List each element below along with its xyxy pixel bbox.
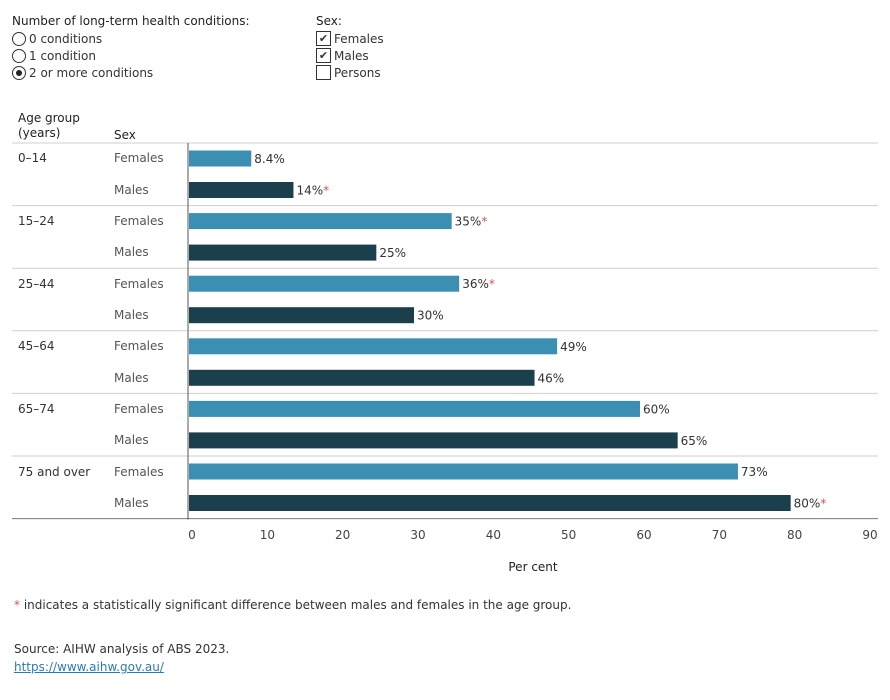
bar-females [189, 400, 640, 417]
condition-option-label: 2 or more conditions [29, 65, 154, 80]
bar-males [189, 432, 678, 449]
footnote-text: indicates a statistically significant di… [20, 598, 572, 612]
radio-selected-icon[interactable] [12, 65, 26, 80]
value-label: 65% [681, 434, 708, 448]
sex-option-label: Persons [334, 65, 381, 80]
age-group-label: 25–44 [18, 277, 55, 291]
significance-star: * [14, 598, 20, 612]
bar-females [189, 463, 738, 480]
radio-icon[interactable] [12, 31, 26, 46]
value-label: 25% [379, 246, 406, 260]
bar-females [189, 338, 558, 355]
significance-star: * [489, 277, 495, 291]
value-label: 80%* [794, 497, 827, 511]
sex-row-label: Males [114, 496, 149, 510]
value-label: 35%* [455, 215, 488, 229]
sex-row-label: Females [114, 402, 164, 416]
sex-row-label: Females [114, 465, 164, 479]
age-group-label: 45–64 [18, 339, 55, 353]
x-tick-label: 50 [561, 528, 576, 542]
condition-option-0[interactable]: 0 conditions [12, 30, 102, 47]
significance-star: * [481, 215, 487, 229]
value-label: 60% [643, 402, 670, 416]
significance-star: * [323, 184, 329, 198]
sex-row-label: Females [114, 339, 164, 353]
bar-females [189, 150, 252, 167]
value-label: 46% [538, 371, 565, 385]
age-group-label: 65–74 [18, 402, 55, 416]
significance-star: * [820, 497, 826, 511]
sex-row-label: Males [114, 433, 149, 447]
value-label: 36%* [462, 277, 495, 291]
sex-row-label: Males [114, 371, 149, 385]
bar-females [189, 213, 452, 230]
x-tick-label: 60 [636, 528, 651, 542]
x-tick-label: 70 [712, 528, 727, 542]
source-link[interactable]: https://www.aihw.gov.au/ [14, 660, 164, 674]
value-label: 8.4% [254, 152, 285, 166]
condition-option-label: 0 conditions [29, 31, 103, 46]
sex-option-males[interactable]: ✔ Males [316, 47, 369, 64]
x-tick-label: 30 [410, 528, 425, 542]
source-text: Source: AIHW analysis of ABS 2023. [14, 642, 230, 656]
x-tick-label: 90 [862, 528, 877, 542]
sex-option-females[interactable]: ✔ Females [316, 30, 384, 47]
age-group-header: Age group (years) [18, 111, 80, 141]
checkbox-unchecked-icon[interactable] [316, 65, 331, 80]
age-group-label: 0–14 [18, 151, 47, 165]
sex-row-label: Males [114, 183, 149, 197]
bar-males [189, 182, 294, 198]
bar-males [189, 307, 414, 324]
age-group-header-line2: (years) [18, 126, 61, 140]
condition-option-label: 1 condition [29, 48, 96, 63]
sex-filter-title: Sex: [316, 14, 342, 28]
sex-row-label: Females [114, 214, 164, 228]
value-label: 30% [417, 309, 444, 323]
value-label: 73% [741, 465, 768, 479]
x-axis-label: Per cent [508, 560, 558, 574]
x-tick-label: 10 [260, 528, 275, 542]
age-group-label: 75 and over [18, 465, 91, 479]
checkbox-checked-icon[interactable]: ✔ [316, 48, 331, 63]
x-tick-label: 40 [486, 528, 501, 542]
age-group-label: 15–24 [18, 214, 55, 228]
value-label: 49% [560, 340, 587, 354]
sex-option-label: Females [334, 31, 384, 46]
condition-option-2[interactable]: 2 or more conditions [12, 64, 153, 81]
conditions-filter-title: Number of long-term health conditions: [12, 14, 250, 28]
x-tick-label: 20 [335, 528, 350, 542]
sex-header: Sex [114, 128, 136, 142]
footnote: * indicates a statistically significant … [14, 598, 571, 612]
bar-males [189, 369, 535, 386]
sex-row-label: Females [114, 151, 164, 165]
sex-row-label: Females [114, 277, 164, 291]
age-group-header-line1: Age group [18, 111, 80, 125]
x-tick-label: 80 [787, 528, 802, 542]
bar-males [189, 495, 791, 511]
condition-option-1[interactable]: 1 condition [12, 47, 96, 64]
bar-females [189, 275, 460, 292]
sex-option-label: Males [334, 48, 369, 63]
radio-icon[interactable] [12, 48, 26, 63]
checkbox-checked-icon[interactable]: ✔ [316, 31, 331, 46]
value-label: 14%* [296, 184, 329, 198]
sex-option-persons[interactable]: Persons [316, 64, 381, 81]
x-tick-label: 0 [188, 528, 196, 542]
sex-row-label: Males [114, 245, 149, 259]
bar-males [189, 244, 377, 261]
sex-row-label: Males [114, 308, 149, 322]
